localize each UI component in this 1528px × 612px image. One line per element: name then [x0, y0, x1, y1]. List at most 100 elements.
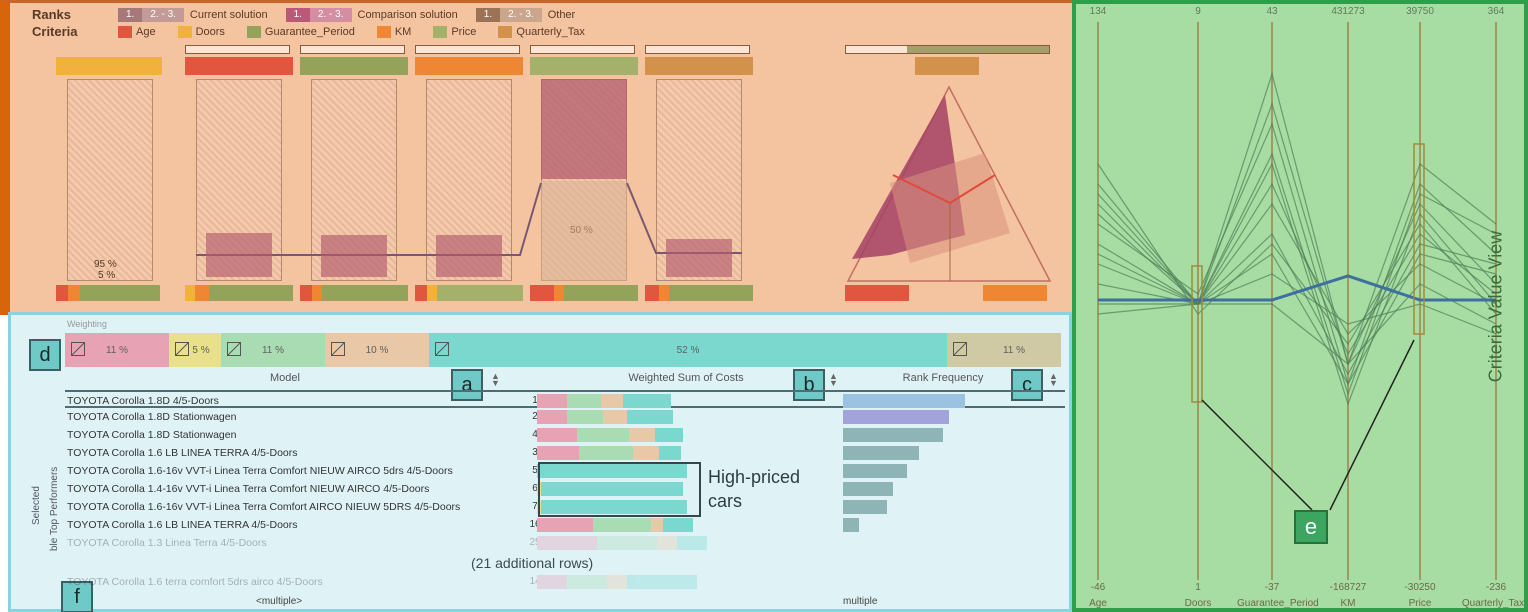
criteria-swatch: [376, 25, 391, 38]
ranks-legend: Ranks 1. 2. - 3. Current solution 1. 2. …: [32, 7, 587, 22]
weighted-sum-bar: [537, 518, 693, 532]
model-column-header[interactable]: Model: [270, 372, 300, 384]
weight-toggle-icon[interactable]: [71, 342, 85, 356]
cost-segment: [607, 575, 627, 589]
tax-slider[interactable]: [645, 45, 750, 54]
rank-frequency-bar: [843, 410, 949, 424]
age-slider[interactable]: [185, 45, 290, 54]
criteria-legend-label: Age: [136, 25, 156, 38]
criteria-line: [1097, 162, 1497, 406]
selected-car-line: [1098, 274, 1496, 302]
weight-segment-age[interactable]: 11 %: [65, 333, 169, 367]
sort-arrows-icon[interactable]: ▲ ▼: [491, 371, 500, 388]
rank-chip-1: 1.: [118, 7, 143, 22]
weight-panel: Ranks 1. 2. - 3. Current solution 1. 2. …: [0, 0, 1075, 315]
triangle-column-cap: [915, 57, 979, 75]
criteria-title: Criteria: [32, 24, 78, 39]
doors-column-cap: [56, 57, 162, 75]
weight-segment-km[interactable]: 10 %: [325, 333, 429, 367]
guarantee-axis-min: -37: [1264, 582, 1280, 593]
guarantee-axis-name: Guarantee_Period: [1237, 598, 1319, 609]
cost-segment: [537, 446, 579, 460]
weight-segment-guarantee[interactable]: 11 %: [221, 333, 325, 367]
table-row[interactable]: TOYOTA Corolla 1.6 LB LINEA TERRA 4/5-Do…: [65, 444, 1065, 462]
km-slider[interactable]: [415, 45, 520, 54]
rank-chip-2: 2. - 3.: [309, 7, 352, 22]
table-row[interactable]: TOYOTA Corolla 1.3 Linea Terra 4/5-Doors…: [65, 534, 1065, 552]
brush-range[interactable]: [1191, 265, 1203, 403]
criteria-line: [1098, 283, 1497, 365]
cost-segment: [537, 536, 597, 550]
weight-label: 5 %: [192, 344, 210, 356]
table-row[interactable]: TOYOTA Corolla 1.4-16v VVT-i Linea Terra…: [65, 480, 1065, 498]
sort-arrows-icon[interactable]: ▲ ▼: [1049, 371, 1058, 388]
rank-chip-2: 2. - 3.: [500, 7, 542, 22]
price-bottom-bar: [530, 285, 638, 301]
model-cell: TOYOTA Corolla 1.6 LB LINEA TERRA 4/5-Do…: [67, 519, 298, 531]
table-row[interactable]: TOYOTA Corolla 1.6-16v VVT-i Linea Terra…: [65, 462, 1065, 480]
mini-bands: [206, 233, 732, 277]
rank-chip-2: 2. - 3.: [142, 7, 184, 22]
km-axis-name: KM: [1340, 598, 1356, 609]
price-axis-max: 39750: [1406, 6, 1434, 17]
criteria-line: [1097, 71, 1497, 366]
weight-segment-tax[interactable]: 11 %: [947, 333, 1061, 367]
weight-toggle-icon[interactable]: [953, 342, 967, 356]
ranks-title: Ranks: [32, 7, 72, 22]
price-column-cap: [530, 57, 638, 75]
weight-label: 52 %: [676, 344, 700, 356]
cost-segment: [655, 428, 683, 442]
annotation-a: a: [451, 369, 483, 401]
tax-bottom-bar: [645, 285, 753, 301]
table-row[interactable]: TOYOTA Corolla 1.8D Stationwagen 4: [65, 426, 1065, 444]
weight-toggle-icon[interactable]: [227, 342, 241, 356]
guarantee-slider[interactable]: [300, 45, 405, 54]
price-column-band: [541, 79, 627, 281]
criteria-legend-label: Price: [451, 25, 477, 38]
triangle-slider[interactable]: [845, 45, 1050, 54]
brush-range[interactable]: [1413, 143, 1425, 335]
model-cell: TOYOTA Corolla 1.8D 4/5-Doors: [67, 395, 219, 407]
model-cell: TOYOTA Corolla 1.6-16v VVT-i Linea Terra…: [67, 465, 453, 477]
weight-toggle-icon[interactable]: [435, 342, 449, 356]
criteria-swatch: [246, 25, 261, 38]
weighting-bar[interactable]: 11 % 5 % 11 % 10 % 52 % 11 %: [65, 333, 1061, 367]
top-performers-side-label: ble Top Performers: [49, 466, 60, 551]
model-cell: TOYOTA Corolla 1.6 LB LINEA TERRA 4/5-Do…: [67, 447, 298, 459]
weighted-sum-bar: [537, 464, 687, 478]
rank-chip-1: 1.: [285, 7, 310, 22]
parallel-coordinates-plot[interactable]: [1076, 4, 1524, 608]
table-row[interactable]: TOYOTA Corolla 1.6 terra comfort 5drs ai…: [65, 573, 1065, 591]
table-row[interactable]: TOYOTA Corolla 1.6-16v VVT-i Linea Terra…: [65, 498, 1065, 516]
annotation-e: e: [1294, 510, 1328, 544]
sort-arrows-icon[interactable]: ▲ ▼: [829, 371, 838, 388]
km-bottom-bar: [415, 285, 523, 301]
cost-segment: [541, 500, 687, 514]
rank-frequency-bar: [843, 464, 907, 478]
criteria-legend: Criteria Age Doors Guarantee_Period KM Price…: [32, 24, 607, 39]
cost-segment: [633, 446, 659, 460]
weighted-sum-bar: [537, 446, 681, 460]
rank-frequency-header[interactable]: Rank Frequency: [902, 372, 984, 384]
weighted-sum-header[interactable]: Weighted Sum of Costs: [628, 372, 744, 384]
price-slider[interactable]: [530, 45, 635, 54]
age-axis-max: 134: [1089, 6, 1107, 17]
table-row[interactable]: TOYOTA Corolla 1.6 LB LINEA TERRA 4/5-Do…: [65, 516, 1065, 534]
weight-toggle-icon[interactable]: [331, 342, 345, 356]
doors-axis-min: 1: [1195, 582, 1201, 593]
annotation-b: b: [793, 369, 825, 401]
rank-cell: 6: [532, 483, 538, 494]
criteria-legend-label: Guarantee_Period: [264, 25, 355, 38]
weight-segment-doors[interactable]: 5 %: [169, 333, 221, 367]
table-row[interactable]: TOYOTA Corolla 1.8D Stationwagen 2: [65, 408, 1065, 426]
doors-column[interactable]: [67, 79, 153, 281]
table-row[interactable]: TOYOTA Corolla 1.8D 4/5-Doors 1: [65, 390, 1065, 408]
weight-toggle-icon[interactable]: [175, 342, 189, 356]
rank-frequency-bar: [843, 518, 859, 532]
criteria-legend-item: KM: [376, 25, 411, 38]
weight-label: 10 %: [365, 344, 389, 356]
rank-cell: 4: [532, 429, 538, 440]
tax-axis-max: 364: [1487, 6, 1505, 17]
weight-segment-price[interactable]: 52 %: [429, 333, 947, 367]
criteria-legend-item: Price: [433, 25, 477, 38]
